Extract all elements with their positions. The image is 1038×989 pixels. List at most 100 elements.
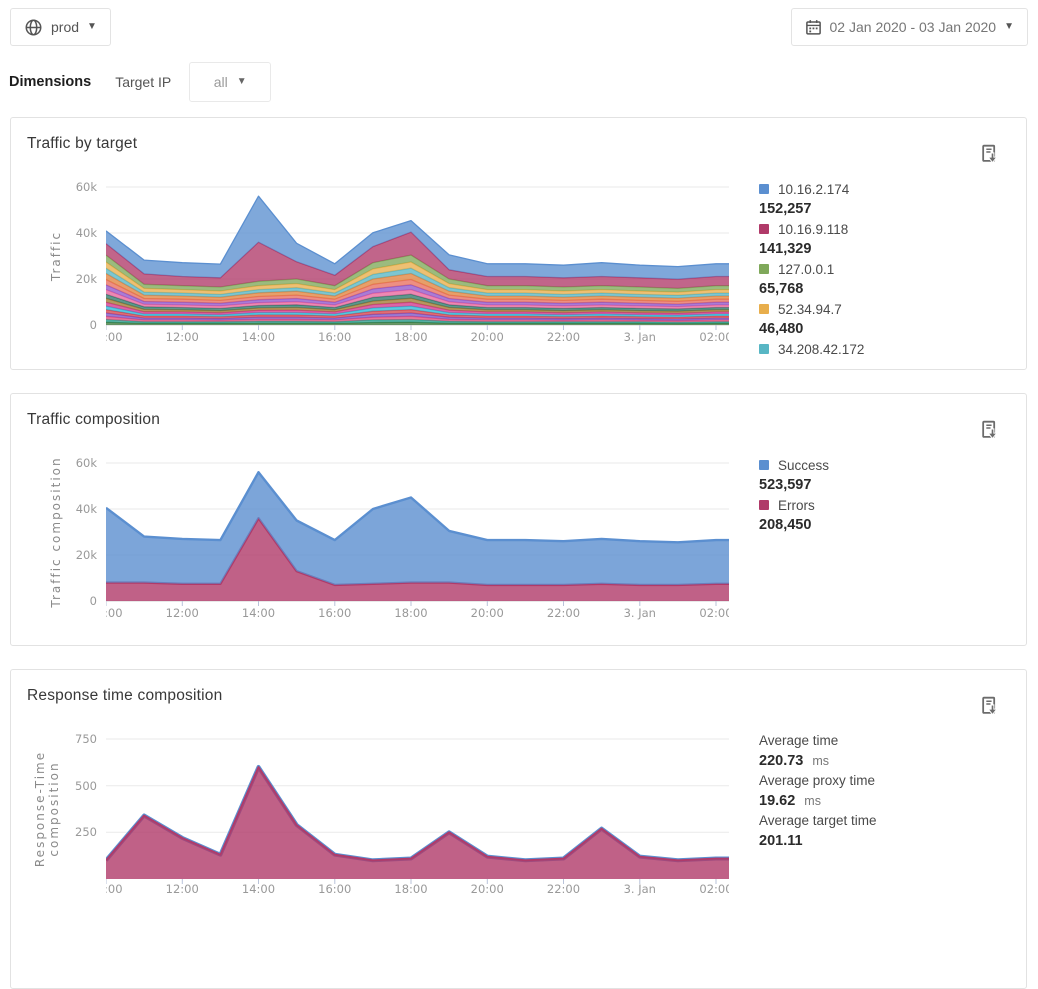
- legend-value: 208,450: [759, 517, 812, 533]
- stat-value: 19.62 ms: [759, 793, 821, 809]
- x-tick-label: 18:00: [394, 882, 428, 896]
- y-tick-label: 0: [89, 318, 97, 332]
- plot-area: 10:00 12:00 14:00 16:00 18:00 20:00 22:00 3. Ja…: [106, 731, 729, 903]
- x-tick-label: 12:00: [165, 882, 199, 896]
- chart-svg: [106, 738, 729, 884]
- legend-label: Errors: [778, 497, 815, 513]
- traffic-by-target-chart: 10:00 12:00 14:00 16:00 18:00 20:00 22:00 3. Ja…: [11, 118, 1026, 369]
- x-tick-label: 10:00: [106, 882, 123, 896]
- stats-block: Average time 220.73 ms Average proxy time 19…: [759, 731, 1026, 851]
- x-tick-label: 12:00: [165, 330, 199, 344]
- x-tick-label: 3. Jan: [623, 330, 656, 344]
- legend-label: Success: [778, 457, 830, 473]
- y-tick-label: 750: [75, 732, 97, 746]
- legend-value: 523,597: [759, 477, 812, 493]
- traffic-composition-panel: Traffic composition 10:00 12:00 14:00 16:00…: [10, 393, 1027, 646]
- legend-swatch: [759, 500, 769, 510]
- chart-svg: [106, 186, 729, 330]
- download-report-button[interactable]: [976, 694, 1004, 722]
- y-axis-title: Traffic composition: [49, 456, 63, 608]
- response-time-composition-chart: 10:00 12:00 14:00 16:00 18:00 20:00 22:00 3. Ja…: [11, 670, 1026, 988]
- download-report-button[interactable]: [976, 142, 1004, 170]
- chevron-down-icon: ▼: [87, 21, 97, 32]
- y-tick-label: 20k: [75, 548, 97, 562]
- download-icon: [982, 420, 998, 440]
- x-tick-label: 20:00: [470, 606, 504, 620]
- legend-value: 65,768: [759, 281, 804, 297]
- environment-selector[interactable]: prod ▼: [10, 8, 111, 46]
- legend-value: 141,329: [759, 241, 812, 257]
- y-tick-label: 500: [75, 778, 97, 793]
- legend-label: 127.0.0.1: [778, 261, 835, 277]
- chevron-down-icon: ▼: [236, 76, 247, 87]
- x-tick-label: 14:00: [241, 882, 276, 896]
- x-tick-label: 20:00: [470, 330, 504, 344]
- legend-swatch: [759, 344, 769, 354]
- x-tick-label: 3. Jan: [623, 606, 656, 620]
- x-tick-label: 12:00: [165, 606, 199, 620]
- x-tick-label: 02:00: [699, 882, 729, 896]
- x-tick-label: 02:00: [699, 330, 729, 344]
- y-tick-label: 40k: [75, 502, 97, 516]
- y-tick-label: 60k: [75, 180, 97, 194]
- panel-title: Traffic by target: [27, 135, 138, 152]
- stat-label: Average target time: [759, 813, 877, 828]
- download-icon: [982, 696, 998, 716]
- plot-area: 10:00 12:00 14:00 16:00 18:00 20:00 22:00 3. Ja…: [106, 455, 729, 627]
- legend-item[interactable]: Errors: [759, 495, 1026, 515]
- x-tick-label: 22:00: [546, 882, 581, 896]
- x-tick-label: 14:00: [241, 330, 276, 344]
- x-tick-label: 18:00: [394, 330, 428, 344]
- download-icon: [982, 144, 998, 164]
- legend-item[interactable]: 127.0.0.1: [759, 259, 1026, 279]
- y-tick-label: 0: [89, 594, 97, 608]
- chart-legend: 10.16.2.174 152,257 10.16.9.118 141,329 127.…: [759, 179, 1026, 359]
- x-tick-label: 10:00: [106, 330, 123, 344]
- plot-area: 10:00 12:00 14:00 16:00 18:00 20:00 22:00 3. Ja…: [106, 179, 729, 351]
- legend-label: 10.16.9.118: [778, 221, 849, 237]
- x-tick-label: 16:00: [318, 330, 352, 344]
- legend-value: 46,480: [759, 321, 804, 337]
- y-tick-label: 60k: [75, 456, 97, 470]
- x-tick-label: 16:00: [318, 882, 352, 896]
- legend-item[interactable]: 10.16.2.174: [759, 179, 1026, 199]
- calendar-icon: [805, 19, 821, 35]
- y-axis-title: Traffic: [49, 230, 63, 282]
- legend-item[interactable]: 52.34.94.7: [759, 299, 1026, 319]
- chart-legend: Success 523,597 Errors 208,450: [759, 455, 1026, 535]
- legend-value: 152,257: [759, 201, 812, 217]
- legend-item[interactable]: 34.208.42.172: [759, 339, 1026, 359]
- stat-label: Average time: [759, 733, 839, 748]
- legend-item[interactable]: 10.16.9.118: [759, 219, 1026, 239]
- environment-label: prod: [51, 19, 80, 35]
- x-tick-label: 02:00: [699, 606, 729, 620]
- stat-value: 201.11: [759, 833, 803, 849]
- stat-unit: ms: [804, 794, 821, 808]
- stat-unit: ms: [812, 754, 830, 768]
- target-ip-select[interactable]: all ▼: [189, 62, 272, 102]
- x-tick-label: 16:00: [318, 606, 352, 620]
- target-ip-label: Target IP: [115, 74, 172, 90]
- legend-label: 52.34.94.7: [778, 301, 842, 317]
- download-report-button[interactable]: [976, 418, 1004, 446]
- panel-title: Traffic composition: [27, 411, 161, 428]
- legend-item[interactable]: Success: [759, 455, 1026, 475]
- legend-label: 34.208.42.172: [778, 341, 865, 357]
- x-tick-label: 10:00: [106, 606, 123, 620]
- x-tick-label: 18:00: [394, 606, 428, 620]
- legend-label: 10.16.2.174: [778, 181, 850, 197]
- traffic-composition-chart: 10:00 12:00 14:00 16:00 18:00 20:00 22:00 3. Ja…: [11, 394, 1026, 645]
- y-axis-title: Response-Time composition: [33, 750, 61, 868]
- date-range-picker[interactable]: 02 Jan 2020 - 03 Jan 2020 ▼: [790, 8, 1028, 46]
- traffic-by-target-panel: Traffic by target 10:00 12:00 14:00 16:00 18…: [10, 117, 1027, 370]
- legend-swatch: [759, 224, 769, 234]
- stat-label: Average proxy time: [759, 773, 876, 788]
- response-time-composition-panel: Response time composition 10:00 12:00 14:0…: [10, 669, 1027, 989]
- y-tick-label: 40k: [75, 226, 97, 240]
- x-tick-label: 22:00: [546, 330, 581, 344]
- legend-swatch: [759, 304, 769, 314]
- chart-svg: [106, 462, 729, 606]
- dimensions-label: Dimensions: [9, 74, 92, 90]
- x-tick-label: 20:00: [470, 882, 504, 896]
- legend-swatch: [759, 460, 769, 470]
